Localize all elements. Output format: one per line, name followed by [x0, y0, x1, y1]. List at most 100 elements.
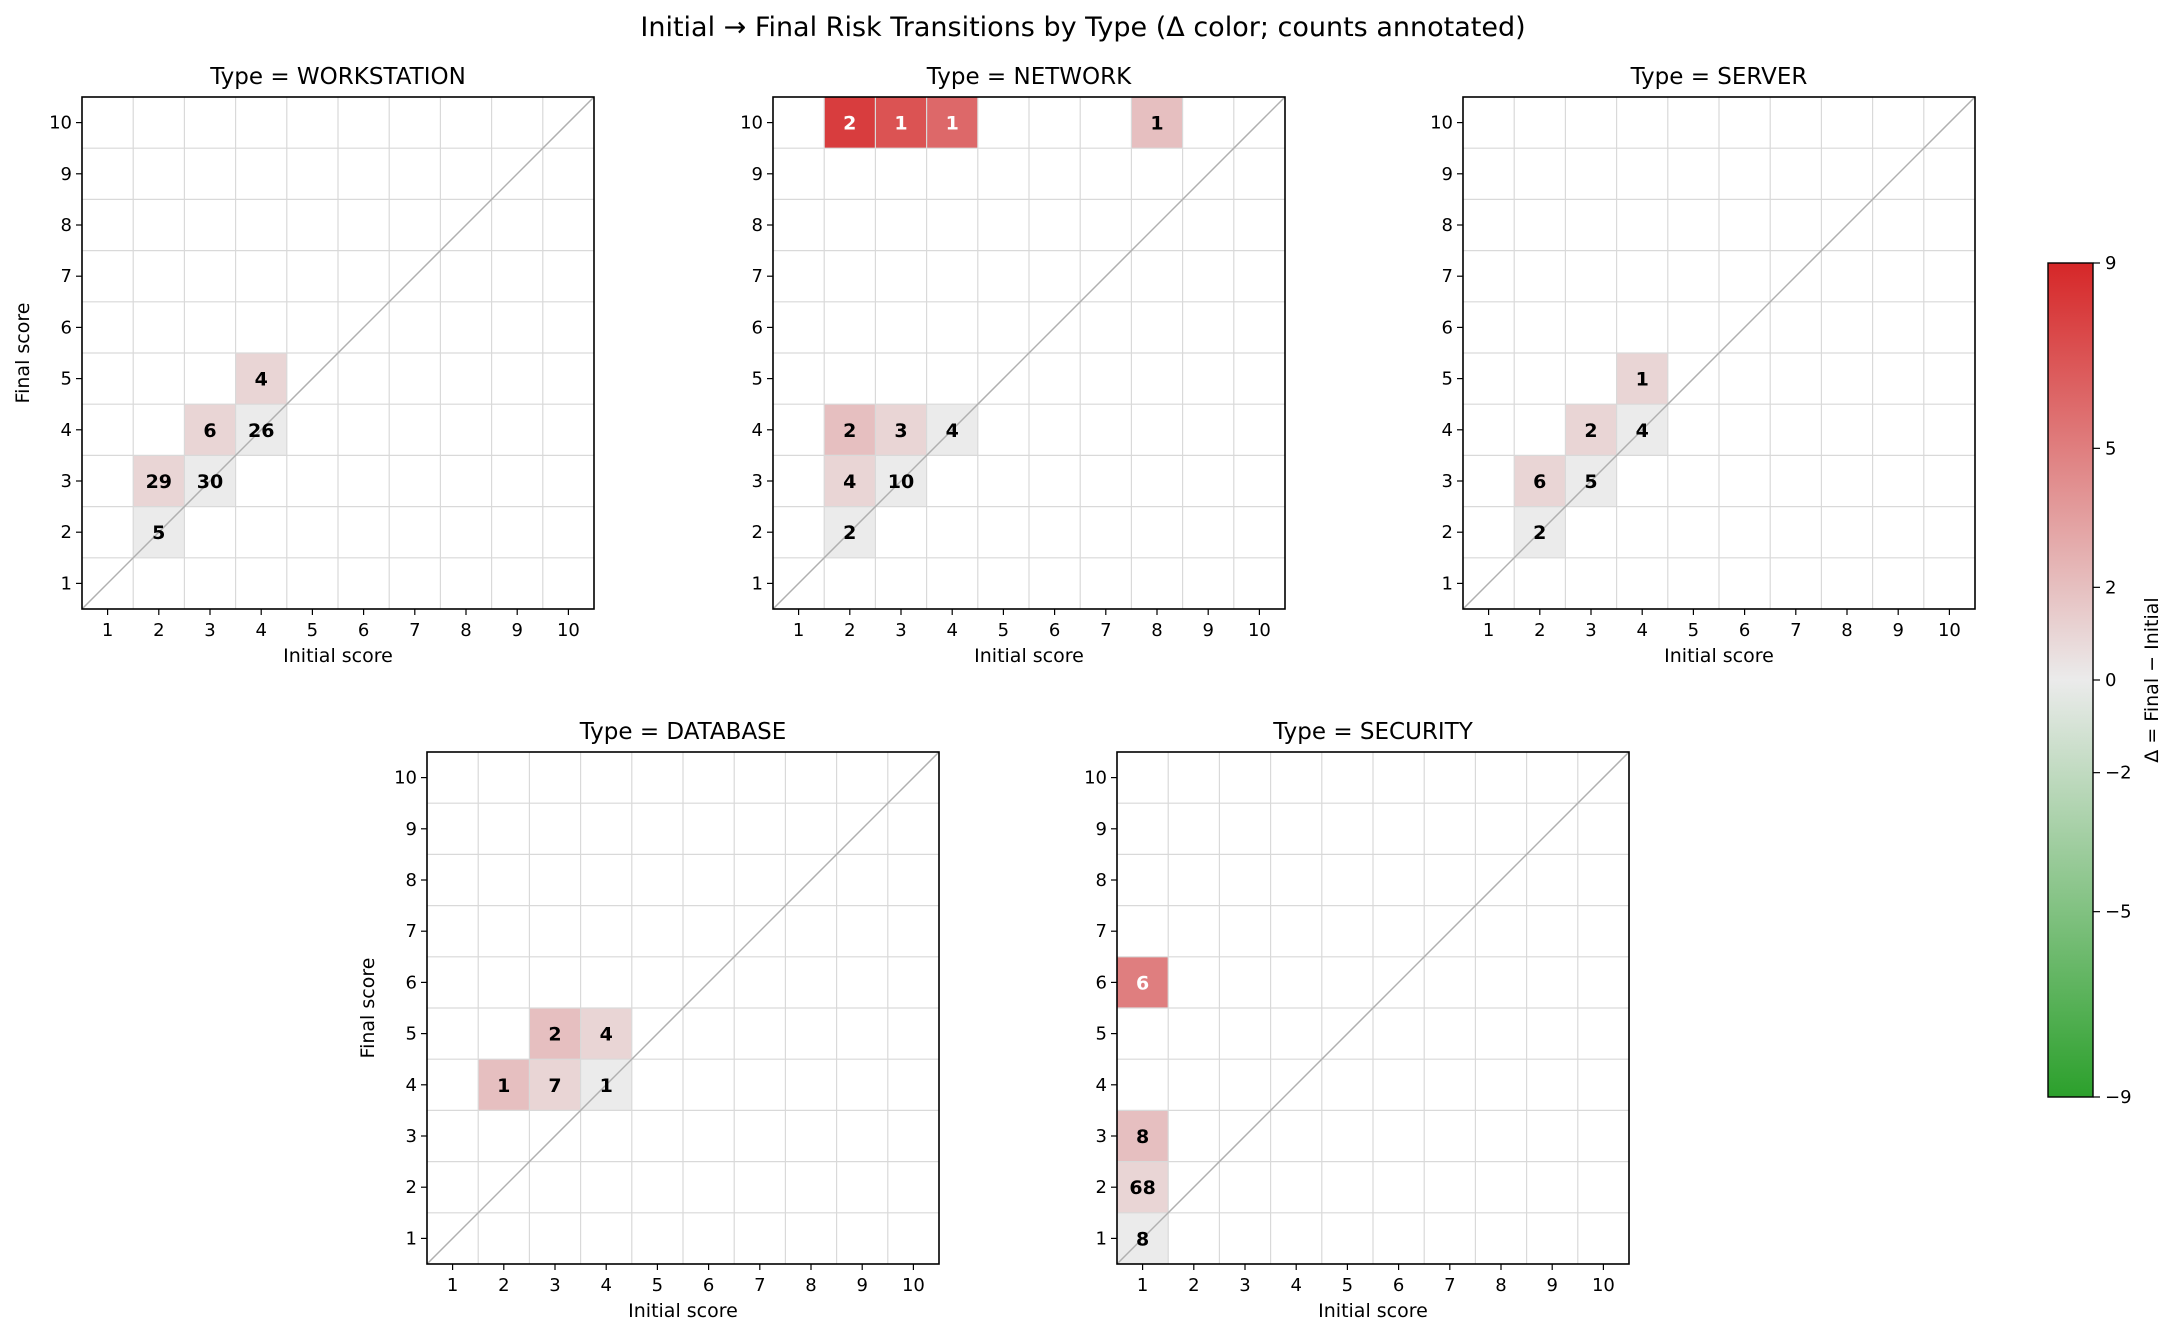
cell-count-label: 6 [1136, 972, 1149, 994]
x-tick-label: 3 [549, 1275, 560, 1296]
y-tick-label: 7 [752, 266, 763, 287]
y-tick-label: 2 [752, 522, 763, 543]
x-axis-label: Initial score [1664, 645, 1774, 667]
x-tick-label: 4 [255, 620, 266, 641]
y-tick-label: 8 [1442, 215, 1453, 236]
axes-frame [772, 96, 1286, 610]
y-tick-label: 4 [752, 420, 763, 441]
panel-title: Type = SECURITY [1272, 719, 1474, 745]
x-tick-label: 2 [1534, 620, 1545, 641]
x-tick-label: 6 [1739, 620, 1750, 641]
y-tick-label: 3 [1096, 1126, 1107, 1147]
heatmap-cell [824, 97, 876, 149]
x-tick-label: 8 [460, 620, 471, 641]
y-tick-label: 6 [1442, 317, 1453, 338]
heatmap-cell [824, 455, 876, 507]
heatmap-cell [529, 1059, 581, 1111]
y-tick-label: 1 [1096, 1228, 1107, 1249]
diagonal-line [426, 751, 940, 1265]
colorbar-tick-label: −5 [2105, 902, 2132, 923]
heatmap-cell [529, 1008, 581, 1060]
cell-count-label: 4 [843, 471, 856, 493]
x-tick-label: 1 [793, 620, 804, 641]
colorbar-tick-label: 5 [2105, 438, 2116, 459]
cell-count-label: 30 [197, 471, 223, 493]
cell-count-label: 1 [1150, 113, 1163, 135]
x-tick-label: 2 [1188, 1275, 1199, 1296]
heatmap-cell [1514, 455, 1566, 507]
y-tick-label: 10 [1084, 768, 1107, 789]
x-tick-label: 8 [805, 1275, 816, 1296]
y-tick-label: 5 [406, 1024, 417, 1045]
cell-count-label: 2 [1584, 420, 1597, 442]
cell-count-label: 2 [843, 113, 856, 135]
y-tick-label: 3 [406, 1126, 417, 1147]
x-tick-label: 9 [1546, 1275, 1557, 1296]
y-tick-label: 10 [49, 113, 72, 134]
heatmap-cell [875, 404, 927, 456]
panel-title: Type = WORKSTATION [209, 64, 466, 90]
x-tick-label: 6 [703, 1275, 714, 1296]
cell-count-label: 4 [1636, 420, 1649, 442]
panel-title: Type = SERVER [1630, 64, 1808, 90]
x-tick-label: 7 [1100, 620, 1111, 641]
heatmap-panel: Type = SERVER 1 2 4 6 5 2 1 2 3 4 5 6 7 8 9 10 1 2 3 4 5 6 7 8 9 1… [1430, 64, 1976, 667]
y-tick-label: 10 [394, 768, 417, 789]
colorbar-gradient [2047, 262, 2094, 1098]
x-tick-label: 10 [1248, 620, 1271, 641]
cell-count-label: 7 [548, 1075, 561, 1097]
colorbar-tick-label: 2 [2105, 577, 2116, 598]
x-tick-label: 4 [1636, 620, 1647, 641]
cell-count-label: 26 [248, 420, 274, 442]
diagonal-line [1116, 751, 1630, 1265]
diagonal-line [1462, 96, 1976, 610]
cell-count-label: 6 [203, 420, 216, 442]
heatmap-cell [824, 404, 876, 456]
cell-count-label: 1 [1636, 369, 1649, 391]
y-tick-label: 2 [61, 522, 72, 543]
y-tick-label: 7 [1442, 266, 1453, 287]
x-axis-label: Initial score [628, 1300, 738, 1322]
y-tick-label: 5 [752, 369, 763, 390]
x-tick-label: 1 [102, 620, 113, 641]
colorbar: 9 5 2 0 −2 −5 −9 Δ = Final − Initial [2047, 253, 2163, 1108]
heatmap-cell [1117, 1110, 1169, 1162]
x-tick-label: 5 [1342, 1275, 1353, 1296]
x-tick-label: 7 [1444, 1275, 1455, 1296]
heatmap-cell [133, 455, 185, 507]
x-tick-label: 1 [1483, 620, 1494, 641]
cell-count-label: 1 [946, 113, 959, 135]
cell-count-label: 5 [1584, 471, 1597, 493]
x-tick-label: 10 [1592, 1275, 1615, 1296]
cell-count-label: 4 [255, 369, 268, 391]
x-tick-label: 8 [1841, 620, 1852, 641]
x-tick-label: 6 [358, 620, 369, 641]
heatmap-cell [1616, 353, 1668, 405]
y-tick-label: 3 [61, 471, 72, 492]
x-tick-label: 9 [511, 620, 522, 641]
cell-count-label: 8 [1136, 1126, 1149, 1148]
cell-count-label: 5 [152, 522, 165, 544]
x-tick-label: 4 [600, 1275, 611, 1296]
x-axis-label: Initial score [974, 645, 1084, 667]
y-tick-label: 8 [752, 215, 763, 236]
y-tick-label: 3 [1442, 471, 1453, 492]
x-tick-label: 7 [1790, 620, 1801, 641]
y-tick-label: 9 [1096, 819, 1107, 840]
y-tick-label: 4 [406, 1075, 417, 1096]
axes-frame [1462, 96, 1976, 610]
y-tick-label: 4 [1096, 1075, 1107, 1096]
y-tick-label: 9 [406, 819, 417, 840]
y-tick-label: 6 [752, 317, 763, 338]
y-tick-label: 4 [61, 420, 72, 441]
cell-count-label: 10 [888, 471, 914, 493]
y-tick-label: 1 [406, 1228, 417, 1249]
heatmap-cell [875, 97, 927, 149]
x-tick-label: 5 [652, 1275, 663, 1296]
x-tick-label: 3 [1585, 620, 1596, 641]
y-tick-label: 1 [61, 573, 72, 594]
y-tick-label: 9 [752, 164, 763, 185]
